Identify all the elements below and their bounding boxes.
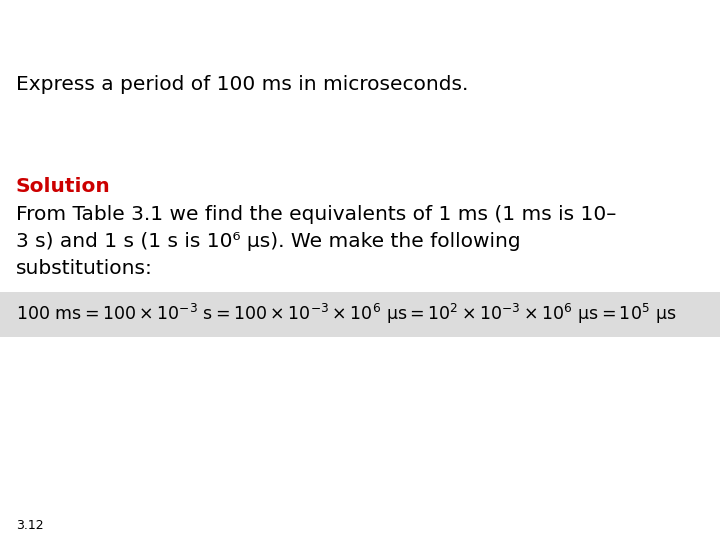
Text: Example 3.4: Example 3.4 [16,15,207,42]
Text: From Table 3.1 we find the equivalents of 1 ms (1 ms is 10–: From Table 3.1 we find the equivalents o… [16,205,616,224]
Text: Express a period of 100 ms in microseconds.: Express a period of 100 ms in microsecon… [16,75,468,94]
Text: Solution: Solution [16,177,111,195]
Text: $\mathsf{100\ ms = 100 \times 10^{-3}\ s = 100 \times 10^{-3} \times 10^{6}\ \mu: $\mathsf{100\ ms = 100 \times 10^{-3}\ s… [16,302,676,326]
Text: 3.12: 3.12 [16,519,43,532]
Text: substitutions:: substitutions: [16,259,153,278]
Text: 3 s) and 1 s (1 s is 10⁶ μs). We make the following: 3 s) and 1 s (1 s is 10⁶ μs). We make th… [16,232,521,251]
FancyBboxPatch shape [0,292,720,337]
